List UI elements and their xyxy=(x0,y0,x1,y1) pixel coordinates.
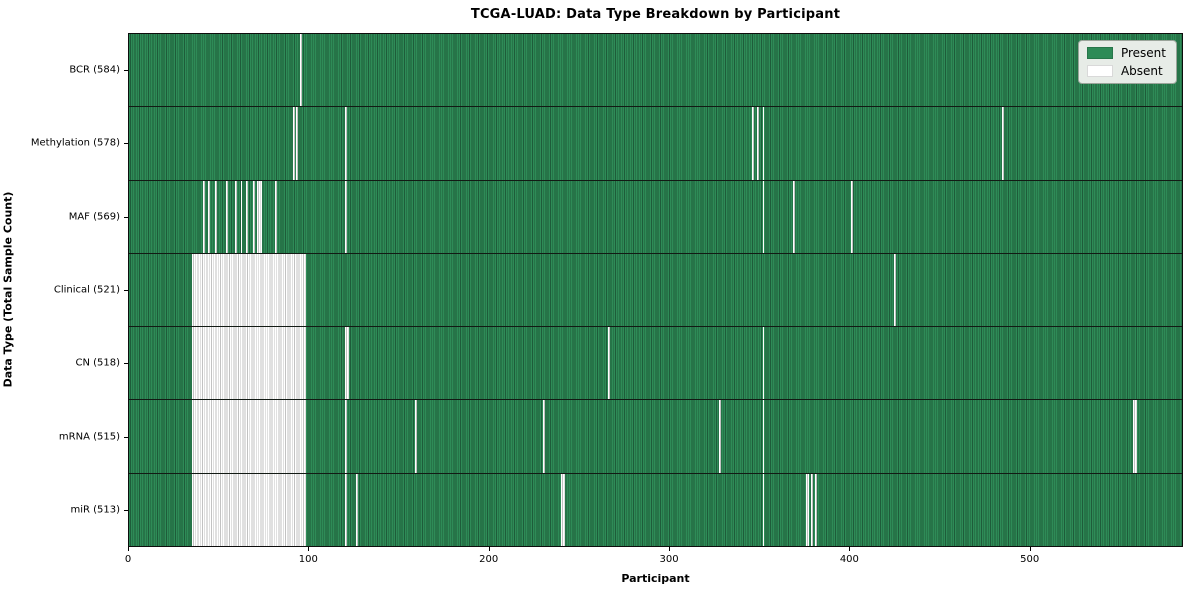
heatmap-row-methylation xyxy=(129,107,1182,181)
absent-stripe xyxy=(345,473,347,546)
x-tick-mark xyxy=(669,547,671,551)
y-tick-mark xyxy=(124,290,128,291)
heatmap-row-mrna xyxy=(129,400,1182,474)
y-tick-label: CN (518) xyxy=(75,357,120,369)
plot-area xyxy=(128,33,1183,547)
absent-stripe xyxy=(345,107,347,180)
y-tick-mark xyxy=(124,216,128,218)
x-tick-mark xyxy=(1029,547,1031,551)
absent-stripe xyxy=(235,180,237,253)
absent-stripe xyxy=(240,180,243,253)
absent-stripe xyxy=(345,327,349,400)
x-tick-label: 100 xyxy=(298,554,318,565)
chart-title: TCGA-LUAD: Data Type Breakdown by Partic… xyxy=(470,7,841,22)
absent-stripe xyxy=(762,107,765,180)
absent-swatch-icon xyxy=(1086,65,1113,77)
absent-stripe xyxy=(805,473,810,546)
absent-stripe xyxy=(543,400,545,473)
absent-stripe xyxy=(208,180,210,253)
y-tick-label: mRNA (515) xyxy=(58,431,120,443)
absent-stripe xyxy=(215,180,218,253)
absent-stripe xyxy=(751,107,754,180)
absent-stripe xyxy=(192,327,306,400)
absent-stripe xyxy=(300,34,302,107)
heatmap-row-mir xyxy=(129,473,1182,546)
legend: Present Absent xyxy=(1077,40,1177,84)
heatmap-row-bcr xyxy=(129,34,1182,108)
absent-stripe xyxy=(719,400,722,473)
absent-stripe xyxy=(192,473,306,546)
absent-stripe xyxy=(561,473,565,546)
y-tick-mark xyxy=(124,143,128,145)
y-tick-mark xyxy=(124,436,128,438)
heatmap-row-clinical xyxy=(129,253,1182,328)
absent-stripe xyxy=(850,180,853,253)
absent-stripe xyxy=(296,107,299,180)
absent-stripe xyxy=(226,180,228,253)
present-swatch-icon xyxy=(1086,47,1113,59)
y-tick-label: MAF (569) xyxy=(68,211,120,223)
absent-stripe xyxy=(894,253,896,327)
absent-stripe xyxy=(415,400,417,473)
absent-stripe xyxy=(757,107,759,180)
legend-item-absent: Absent xyxy=(1086,64,1166,78)
y-tick-label: BCR (584) xyxy=(69,64,120,76)
legend-item-present: Present xyxy=(1086,46,1166,60)
x-tick-label: 500 xyxy=(1020,554,1040,565)
x-axis-label: Participant xyxy=(621,572,690,585)
y-tick-label: Clinical (521) xyxy=(53,284,120,296)
absent-stripe xyxy=(253,180,255,253)
legend-label-absent: Absent xyxy=(1120,64,1163,78)
legend-label-present: Present xyxy=(1120,46,1166,60)
y-tick-label: miR (513) xyxy=(70,504,120,516)
y-tick-mark xyxy=(124,510,128,512)
x-tick-label: 300 xyxy=(659,554,679,565)
absent-stripe xyxy=(345,180,347,253)
absent-stripe xyxy=(256,180,263,253)
x-tick-label: 0 xyxy=(124,554,132,565)
absent-stripe xyxy=(192,253,306,327)
absent-stripe xyxy=(1133,400,1137,473)
absent-stripe xyxy=(246,180,248,253)
absent-stripe xyxy=(292,107,295,180)
absent-stripe xyxy=(355,473,358,546)
absent-stripe xyxy=(793,180,795,253)
heatmap-row-cn xyxy=(129,327,1182,401)
absent-stripe xyxy=(762,327,765,400)
absent-stripe xyxy=(762,180,765,253)
absent-stripe xyxy=(814,473,817,546)
y-tick-mark xyxy=(124,69,128,71)
absent-stripe xyxy=(762,473,765,546)
y-tick-label: Methylation (578) xyxy=(30,137,120,149)
x-tick-label: 200 xyxy=(479,554,499,565)
x-tick-mark xyxy=(128,547,129,551)
heatmap-row-maf xyxy=(129,180,1182,254)
y-tick-mark xyxy=(124,363,128,365)
absent-stripe xyxy=(762,400,765,473)
absent-stripe xyxy=(202,180,205,253)
x-tick-mark xyxy=(488,547,490,551)
x-tick-mark xyxy=(849,547,851,551)
absent-stripe xyxy=(192,400,306,473)
x-tick-mark xyxy=(308,547,310,551)
absent-stripe xyxy=(811,473,813,546)
absent-stripe xyxy=(607,327,610,400)
absent-stripe xyxy=(274,180,277,253)
x-tick-label: 400 xyxy=(839,554,859,565)
absent-stripe xyxy=(1002,107,1004,180)
absent-stripe xyxy=(345,400,347,473)
